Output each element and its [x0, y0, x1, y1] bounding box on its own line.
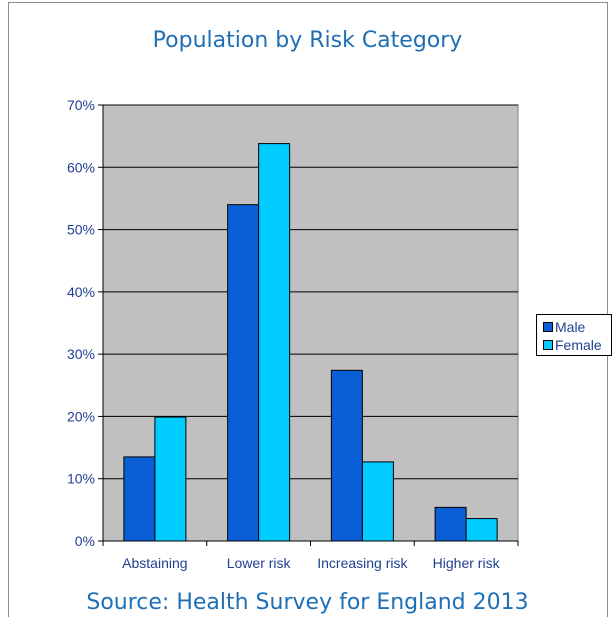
- x-axis: Abstaining Lower risk Increasing risk Highe…: [102, 540, 519, 571]
- legend-item-male: Male: [543, 319, 585, 335]
- x-tick-label: Higher risk: [433, 555, 501, 571]
- y-tick-label: 50%: [67, 222, 95, 238]
- bar-male-abstaining: [123, 456, 156, 542]
- bars: [123, 143, 498, 542]
- legend-swatch-female: [543, 340, 553, 350]
- x-tick-label: Increasing risk: [317, 555, 408, 571]
- legend-swatch-male: [543, 322, 553, 332]
- bar-male-increasing-risk: [330, 369, 363, 542]
- y-tick-label: 70%: [67, 97, 95, 113]
- bar-male-lower-risk: [227, 204, 260, 542]
- chart-title: Population by Risk Category: [152, 28, 463, 53]
- y-tick-label: 40%: [67, 284, 95, 300]
- legend: Male Female: [536, 314, 612, 356]
- x-tick-label: Lower risk: [227, 555, 292, 571]
- legend-label-female: Female: [555, 337, 602, 353]
- chart-source: Source: Health Survey for England 2013: [86, 590, 529, 615]
- x-tick-label: Abstaining: [122, 555, 187, 571]
- legend-item-female: Female: [543, 337, 602, 353]
- chart-frame: [8, 2, 608, 617]
- y-axis: 0% 10% 20% 30% 40% 50% 60% 70%: [67, 97, 104, 549]
- y-tick-label: 30%: [67, 346, 95, 362]
- y-tick-label: 60%: [67, 159, 95, 175]
- y-tick-label: 0%: [75, 533, 95, 549]
- legend-label-male: Male: [555, 319, 586, 335]
- y-tick-label: 20%: [67, 408, 95, 424]
- bar-female-higher-risk: [465, 518, 498, 542]
- bar-male-higher-risk: [434, 506, 467, 542]
- bar-female-increasing-risk: [361, 461, 394, 542]
- bar-female-abstaining: [154, 416, 187, 542]
- y-tick-label: 10%: [67, 471, 95, 487]
- bar-female-lower-risk: [258, 143, 291, 542]
